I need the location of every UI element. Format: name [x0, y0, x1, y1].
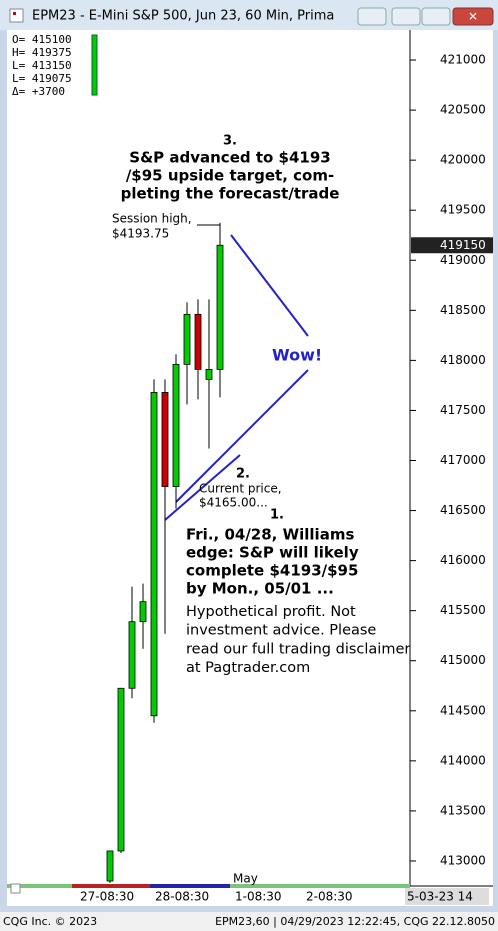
annotation: Current price, [199, 482, 282, 496]
x-tick-label: 27-08:30 [80, 890, 134, 904]
window-title: EPM23 - E-Mini S&P 500, Jun 23, 60 Min, … [32, 9, 334, 24]
header-line: L= 413150 [12, 59, 72, 72]
icon-dot [13, 12, 16, 15]
app-icon [9, 8, 24, 23]
last-price-box [411, 237, 493, 254]
arrow-line [164, 454, 241, 521]
y-tick-label: 419500 [440, 203, 486, 217]
x-tick-label: 2-08:30 [306, 890, 353, 904]
disclaimer: at Pagtrader.com [186, 660, 310, 676]
candle-body [172, 363, 180, 487]
close-glyph: ✕ [468, 10, 478, 24]
status-text: EPM23,60 | 04/29/2023 12:22:45, CQG 22.1… [215, 915, 495, 928]
annotation: edge: S&P will likely [186, 544, 359, 562]
y-tick-label: 419000 [440, 253, 486, 267]
candle-body [106, 850, 114, 882]
header-line: H= 419375 [12, 46, 72, 59]
disclaimer: investment advice. Please [186, 623, 376, 639]
x-tick-label: 28-08:30 [155, 890, 209, 904]
annotation-number: 3. [223, 134, 237, 149]
y-tick-label: 420000 [440, 153, 486, 167]
annotation-number: 1. [270, 508, 284, 523]
header-line: O= 415100 [12, 33, 72, 46]
x-tick-label: 1-08:30 [235, 890, 282, 904]
y-tick-label: 418500 [440, 303, 486, 317]
candle-body [216, 244, 224, 370]
y-tick-label: 417000 [440, 453, 486, 467]
arrow-line [230, 234, 309, 337]
candle-body [150, 392, 158, 717]
session-strip [230, 884, 410, 888]
disclaimer: read our full trading disclaimer [186, 641, 410, 657]
header-bar [91, 34, 98, 96]
candle-body [183, 313, 191, 365]
candle-body [139, 601, 147, 623]
link-button[interactable] [357, 7, 387, 26]
candle-body [161, 392, 169, 487]
scroll-box[interactable] [10, 883, 21, 894]
candle-body [194, 313, 202, 370]
annotation: S&P advanced to $4193 [129, 149, 330, 167]
session-strip [150, 884, 230, 888]
annotation: $4193.75 [112, 227, 169, 241]
candle-body [205, 368, 213, 380]
candle-body [128, 621, 136, 689]
annotation: Fri., 04/28, Williams [186, 526, 354, 544]
corner-label: 5-03-23 14 [407, 890, 473, 904]
y-tick-label: 416000 [440, 553, 486, 567]
annotation: Session high, [112, 212, 192, 226]
annotation: Wow! [272, 346, 322, 365]
session-strip [7, 884, 72, 888]
y-tick-label: 416500 [440, 503, 486, 517]
session-strip [72, 884, 150, 888]
status-text: CQG Inc. © 2023 [3, 915, 97, 928]
status-bar [0, 912, 498, 931]
y-tick-label: 420500 [440, 103, 486, 117]
header-line: Δ= +3700 [12, 85, 65, 98]
disclaimer: Hypothetical profit. Not [186, 604, 356, 620]
header-line: L= 419075 [12, 72, 72, 85]
arrow-line [175, 369, 309, 503]
last-price-label: 419150 [440, 238, 486, 252]
y-tick-label: 417500 [440, 403, 486, 417]
y-tick-label: 415000 [440, 653, 486, 667]
candle-body [117, 687, 125, 852]
y-tick-label: 415500 [440, 603, 486, 617]
y-tick-label: 421000 [440, 53, 486, 67]
annotation: /$95 upside target, com- [126, 167, 334, 185]
maximize-button[interactable] [421, 7, 451, 26]
y-tick-label: 414500 [440, 703, 486, 717]
minimize-button[interactable] [391, 7, 421, 26]
month-label: May [233, 872, 258, 886]
chart-area [7, 30, 493, 906]
y-tick-label: 414000 [440, 753, 486, 767]
annotation: by Mon., 05/01 ... [186, 580, 334, 598]
y-tick-label: 418000 [440, 353, 486, 367]
close-button[interactable] [452, 7, 494, 26]
annotation-number: 2. [236, 467, 250, 482]
annotation: $4165.00... [199, 496, 268, 510]
y-tick-label: 413500 [440, 803, 486, 817]
corner-box [405, 888, 489, 905]
y-tick-label: 413000 [440, 853, 486, 867]
annotation: pleting the forecast/trade [121, 185, 340, 203]
annotation: complete $4193/$95 [186, 562, 358, 580]
